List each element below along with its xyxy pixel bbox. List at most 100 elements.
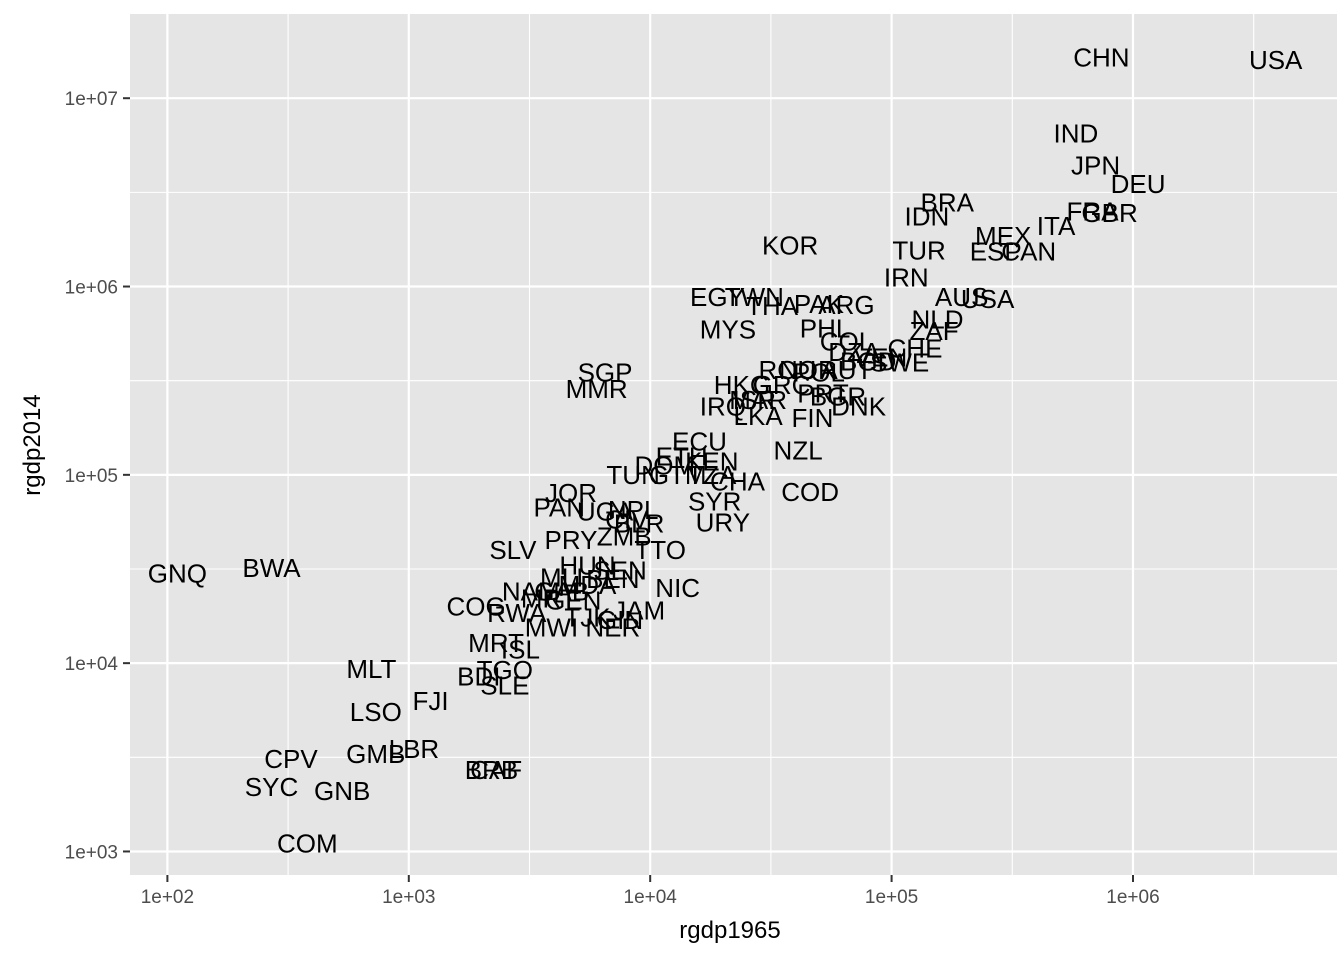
point-label-usa: USA (961, 284, 1015, 314)
point-label-mys: MYS (700, 315, 756, 345)
point-label-jpn: JPN (1071, 150, 1120, 180)
point-label-ury: URY (696, 507, 750, 537)
point-label-grc: GRC (753, 370, 811, 400)
point-label-usa: USA (1249, 45, 1303, 75)
point-label-isr: ISR (733, 385, 776, 415)
point-label-phl: PHL (800, 313, 851, 343)
point-label-isl: ISL (501, 635, 540, 665)
point-label-col: COL (820, 327, 873, 357)
point-label-gmb: GMB (346, 739, 405, 769)
point-label-ner: NER (585, 612, 640, 642)
point-label-lso: LSO (350, 697, 402, 727)
point-label-ven: VEN (854, 342, 907, 372)
point-label-ind: IND (1053, 118, 1098, 148)
point-label-tjk: TJK (564, 602, 611, 632)
point-label-rwa: RWA (487, 598, 547, 628)
x-tick-label: 1e+06 (1106, 887, 1159, 908)
y-axis: 1e+03 1e+04 1e+05 1e+06 1e+07 (65, 89, 130, 863)
point-label-pol: POL (793, 357, 845, 387)
x-tick-label: 1e+05 (865, 887, 918, 908)
point-label-ben: BEN (586, 564, 639, 594)
point-label-can: CAN (1001, 237, 1056, 267)
y-tick-label: 1e+05 (65, 466, 118, 487)
point-label-dza: DZA (828, 337, 881, 367)
point-label-gnq: GNQ (148, 558, 207, 588)
point-label-arg: ARG (818, 290, 874, 320)
point-label-caf: CAF (470, 755, 522, 785)
point-label-fji: FJI (412, 686, 448, 716)
point-label-irq: IRQ (700, 392, 746, 422)
point-label-che: CHE (888, 333, 943, 363)
point-label-zaf: ZAF (910, 316, 959, 346)
point-label-prt: PRT (797, 379, 849, 409)
x-axis-title: rgdp1965 (679, 917, 780, 944)
point-label-egy: EGY (690, 282, 745, 312)
point-label-ecu: ECU (672, 427, 727, 457)
point-label-sle: SLE (480, 671, 529, 701)
point-label-mwi: MWI (525, 612, 578, 642)
x-tick-label: 1e+04 (624, 887, 678, 908)
point-label-uga: UGA (577, 496, 634, 526)
major-gridlines (130, 14, 1337, 875)
point-label-swe: SWE (870, 347, 929, 377)
point-label-nor: NOR (779, 355, 837, 385)
point-label-mmr: MMR (566, 374, 628, 404)
point-label-irn: IRN (884, 262, 929, 292)
minor-gridlines (130, 14, 1337, 875)
point-label-gnb: GNB (314, 776, 370, 806)
point-label-nic: NIC (655, 573, 700, 603)
point-label-lka: LKA (734, 401, 784, 431)
point-label-tto: TTO (634, 535, 686, 565)
point-label-jam: JAM (613, 596, 665, 626)
point-label-kor: KOR (762, 231, 818, 261)
point-label-eth: ETH (656, 442, 708, 472)
point-label-dom: DOM (635, 451, 696, 481)
y-tick-label: 1e+07 (65, 89, 118, 110)
point-label-gen: GEN (545, 586, 601, 616)
point-label-bdi: BDI (457, 661, 500, 691)
point-label-bwa: BWA (242, 553, 301, 583)
point-label-com: COM (277, 829, 338, 859)
point-label-blr: BLR (614, 509, 665, 539)
point-label-pak: PAK (794, 289, 845, 319)
point-label-bra: BRA (920, 187, 974, 217)
y-axis-title: rgdp2014 (19, 394, 46, 495)
point-label-cod: COD (781, 477, 839, 507)
point-label-zmb: ZMB (597, 522, 652, 552)
point-label-hun: HUN (559, 551, 615, 581)
point-label-cpv: CPV (264, 744, 318, 774)
point-label-bgd: BGD (840, 346, 896, 376)
y-tick-label: 1e+04 (65, 654, 119, 675)
point-label-tun: TUN (606, 460, 659, 490)
point-label-tza: TZA (687, 460, 737, 490)
point-label-mlt: MLT (346, 654, 396, 684)
point-label-tur: TUR (892, 236, 945, 266)
point-label-mar: MAR (729, 385, 787, 415)
point-label-sen: SEN (593, 556, 646, 586)
x-tick-label: 1e+03 (382, 887, 435, 908)
point-label-gab: GAB (534, 577, 589, 607)
point-label-dnk: DNK (831, 392, 887, 422)
point-label-gin: GIN (597, 605, 643, 635)
y-tick-label: 1e+03 (65, 842, 118, 863)
point-label-brb: BRB (465, 755, 518, 785)
point-label-syr: SYR (688, 487, 741, 517)
point-label-sgp: SGP (578, 357, 633, 387)
point-label-aus: AUS (935, 282, 988, 312)
point-label-slv: SLV (489, 535, 537, 565)
point-label-mli: MLI (540, 563, 583, 593)
point-label-civ: CIV (605, 504, 649, 534)
point-label-esp: ESP (970, 237, 1022, 267)
point-label-tha: THA (746, 291, 799, 321)
point-label-bgr: BGR (810, 382, 866, 412)
point-label-cha: CHA (710, 467, 766, 497)
plot-panel (130, 14, 1337, 875)
y-tick-label: 1e+06 (65, 278, 118, 299)
point-label-gbr: GBR (1081, 198, 1137, 228)
point-label-hkg: HKG (714, 370, 770, 400)
point-label-pan: PAN (533, 493, 585, 523)
point-label-fra: FRA (1067, 197, 1120, 227)
point-label-ken: KEN (685, 446, 738, 476)
